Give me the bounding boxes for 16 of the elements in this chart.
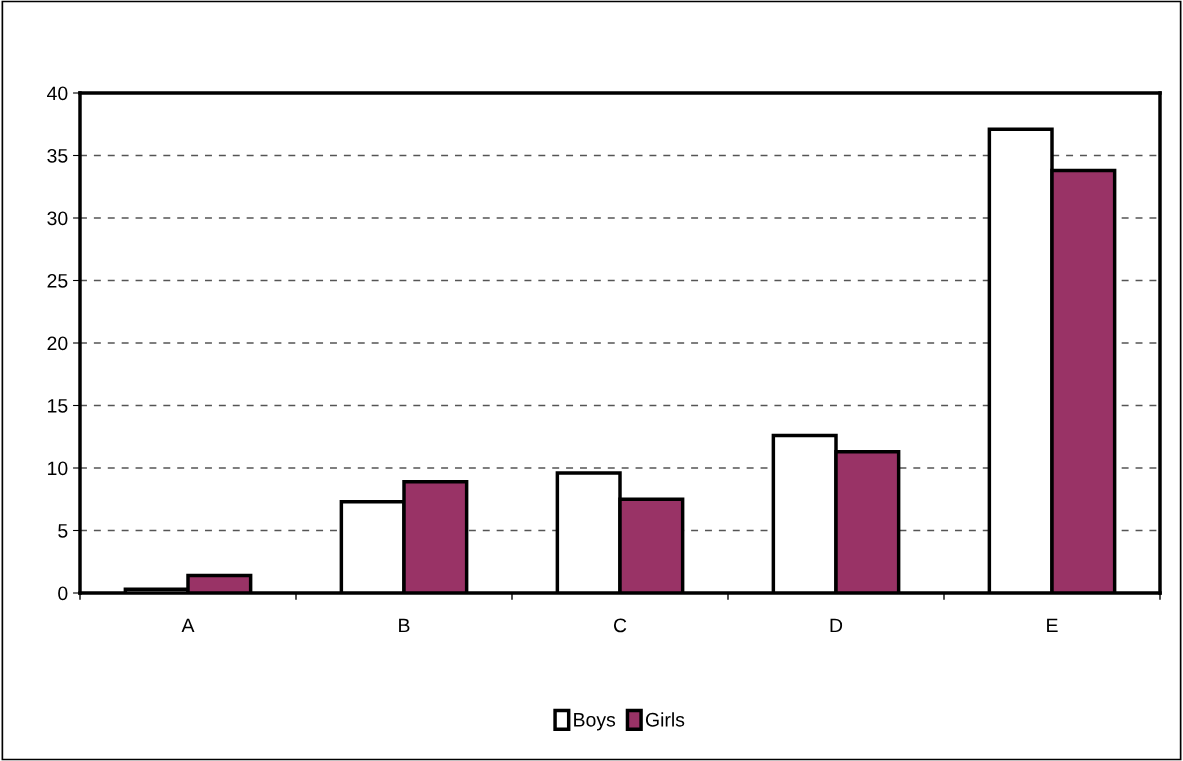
y-tick-label: 20	[47, 336, 68, 351]
legend-label: Boys	[574, 713, 616, 731]
x-tick-label: E	[1047, 618, 1058, 633]
y-tick-label: 10	[48, 461, 68, 476]
x-tick-label: D	[830, 618, 843, 633]
y-tick-label: 40	[47, 86, 68, 101]
y-tick-label: 35	[47, 148, 68, 163]
y-tick-label: 25	[47, 273, 68, 288]
y-tick-label: 0	[58, 586, 68, 601]
x-tick-label: C	[613, 618, 627, 633]
x-tick-label: B	[399, 618, 410, 633]
y-tick-label: 30	[47, 211, 68, 226]
y-tick-label: 15	[48, 399, 68, 413]
legend-label: Girls	[645, 712, 685, 727]
y-tick-label: 5	[58, 524, 68, 538]
x-tick-label: A	[181, 618, 195, 633]
